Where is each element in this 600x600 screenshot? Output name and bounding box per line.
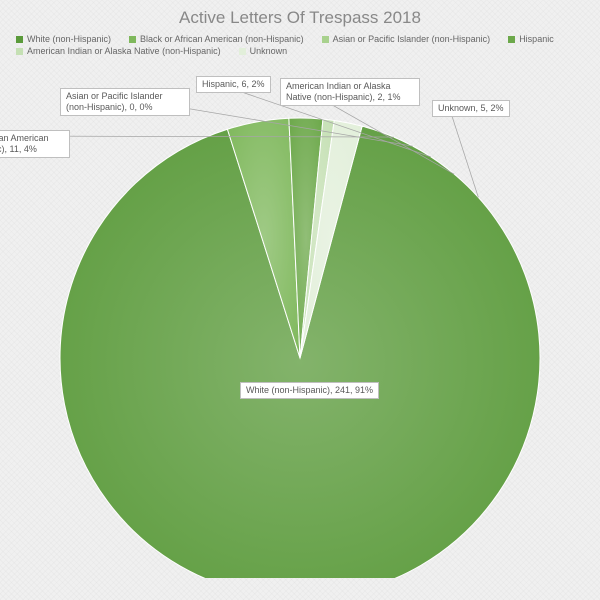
legend-swatch bbox=[16, 48, 23, 55]
slice-callout: American Indian or Alaska Native (non-Hi… bbox=[280, 78, 420, 106]
chart-legend: White (non-Hispanic) Black or African Ame… bbox=[0, 28, 600, 58]
slice-callout: Unknown, 5, 2% bbox=[432, 100, 510, 117]
legend-swatch bbox=[322, 36, 329, 43]
slice-callout: Black or African American (non-Hispanic)… bbox=[0, 130, 70, 158]
legend-swatch bbox=[239, 48, 246, 55]
slice-callout: Hispanic, 6, 2% bbox=[196, 76, 271, 93]
pie-chart-svg bbox=[0, 58, 600, 578]
legend-label: Hispanic bbox=[519, 34, 554, 44]
legend-label: Asian or Pacific Islander (non-Hispanic) bbox=[333, 34, 491, 44]
slice-callout: Asian or Pacific Islander (non-Hispanic)… bbox=[60, 88, 190, 116]
legend-label: White (non-Hispanic) bbox=[27, 34, 111, 44]
legend-item: Black or African American (non-Hispanic) bbox=[129, 34, 304, 44]
legend-item: Hispanic bbox=[508, 34, 554, 44]
legend-item: American Indian or Alaska Native (non-Hi… bbox=[16, 46, 221, 56]
pie-chart-area: White (non-Hispanic), 241, 91% Black or A… bbox=[0, 58, 600, 578]
legend-swatch bbox=[129, 36, 136, 43]
legend-label: American Indian or Alaska Native (non-Hi… bbox=[27, 46, 221, 56]
legend-label: Black or African American (non-Hispanic) bbox=[140, 34, 304, 44]
legend-item: Asian or Pacific Islander (non-Hispanic) bbox=[322, 34, 491, 44]
legend-swatch bbox=[508, 36, 515, 43]
legend-item: White (non-Hispanic) bbox=[16, 34, 111, 44]
legend-swatch bbox=[16, 36, 23, 43]
legend-label: Unknown bbox=[250, 46, 288, 56]
legend-item: Unknown bbox=[239, 46, 288, 56]
slice-callout: White (non-Hispanic), 241, 91% bbox=[240, 382, 379, 399]
chart-title: Active Letters Of Trespass 2018 bbox=[0, 0, 600, 28]
